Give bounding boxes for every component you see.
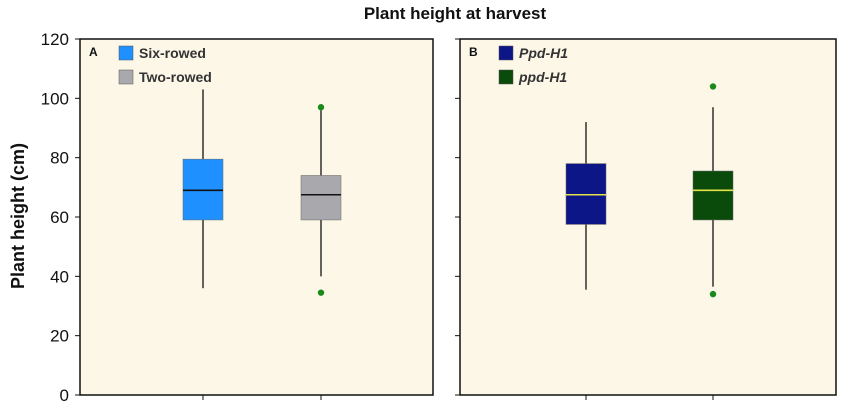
y-tick-label: 120 (41, 30, 69, 49)
panel-b: B Ppd-H1 ppd-H1 (455, 38, 837, 400)
outlier-point (709, 83, 717, 90)
y-tick-label: 20 (50, 327, 69, 346)
box-iqr (300, 175, 342, 221)
legend-label: ppd-H1 (518, 69, 567, 85)
y-tick-label: 100 (41, 89, 69, 108)
legend-swatch (498, 45, 514, 61)
panel-letter: A (89, 45, 98, 59)
y-tick-label: 40 (50, 267, 69, 286)
y-axis-ticks: 0 20 40 60 80 100 120 (41, 30, 69, 405)
y-tick-label: 0 (60, 386, 69, 405)
outlier-point (317, 104, 325, 111)
y-axis-label: Plant height (cm) (8, 143, 28, 289)
y-tick-label: 60 (50, 208, 69, 227)
legend-label: Ppd-H1 (519, 45, 568, 61)
plot-area (459, 38, 837, 396)
figure-title: Plant height at harvest (364, 4, 547, 23)
legend-swatch (118, 45, 134, 61)
panel-letter: B (469, 45, 478, 59)
legend-label: Six-rowed (139, 45, 206, 61)
y-tick-label: 80 (50, 149, 69, 168)
outlier-point (317, 289, 325, 296)
legend-swatch (118, 69, 134, 85)
outlier-point (709, 290, 717, 298)
legend-swatch (498, 69, 514, 85)
panel-a: A Six-rowed Two-rowed (75, 38, 434, 400)
box-iqr (692, 170, 734, 221)
legend-label: Two-rowed (139, 69, 212, 85)
plot-area (79, 38, 434, 396)
